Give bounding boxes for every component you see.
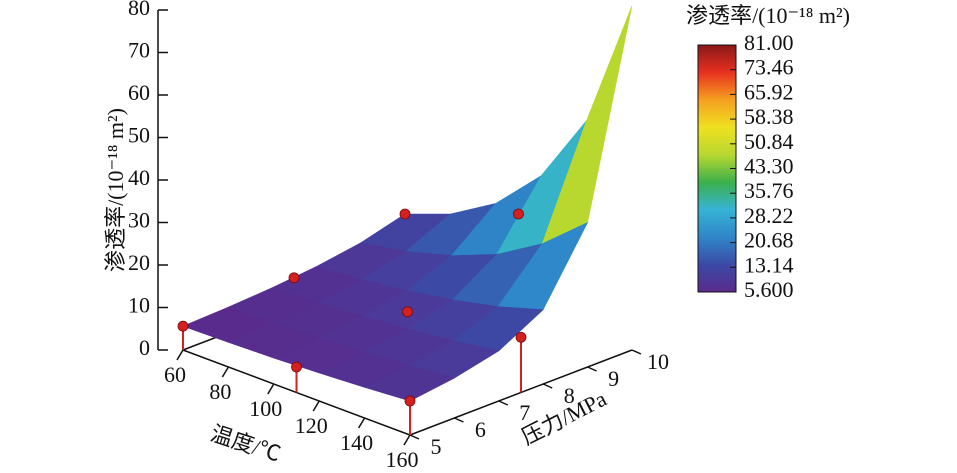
colorbar-title: 渗透率/(10⁻¹⁸ m²) (686, 3, 850, 28)
colorbar-tick-label: 5.600 (744, 277, 794, 302)
colorbar-tick-label: 28.22 (744, 203, 794, 228)
data-point (515, 331, 527, 343)
y-tick (631, 349, 642, 355)
z-tick-label: 0 (139, 335, 150, 360)
z-tick-label: 20 (128, 250, 150, 275)
z-axis-title: 渗透率/(10⁻¹⁸ m²) (103, 108, 128, 272)
data-point (288, 272, 300, 284)
data-point (177, 320, 189, 332)
data-point (404, 395, 416, 407)
x-tick (221, 366, 230, 378)
colorbar-tick-label: 20.68 (744, 228, 794, 253)
z-tick-label: 50 (128, 123, 150, 148)
y-tick (409, 434, 420, 440)
colorbar-tick-label: 43.30 (744, 154, 794, 179)
z-tick-label: 60 (128, 80, 150, 105)
y-tick (454, 417, 464, 423)
z-tick-label: 40 (128, 165, 150, 190)
colorbar-tick-label: 35.76 (744, 178, 794, 203)
y-tick-label: 5 (431, 434, 442, 459)
y-tick-label: 10 (647, 349, 669, 374)
y-tick-label: 7 (519, 400, 530, 425)
data-point (399, 208, 411, 220)
x-tick-label: 60 (164, 362, 186, 387)
colorbar-tick-label: 81.00 (744, 30, 794, 55)
x-tick (267, 383, 275, 395)
z-tick-label: 70 (128, 38, 150, 63)
y-tick-label: 6 (475, 417, 486, 442)
x-tick (176, 349, 184, 361)
colorbar (697, 44, 737, 293)
z-tick-label: 10 (128, 293, 150, 318)
surface-cell (541, 5, 633, 245)
colorbar-tick-label: 13.14 (744, 252, 794, 277)
data-point (402, 306, 413, 318)
x-tick (312, 400, 320, 412)
x-tick (357, 417, 366, 429)
x-tick-label: 80 (209, 379, 231, 404)
z-tick-label: 80 (128, 0, 150, 20)
surface-cell (364, 364, 455, 402)
y-tick-label: 9 (608, 366, 619, 391)
z-tick-label: 30 (128, 208, 150, 233)
colorbar-tick-label: 58.38 (744, 104, 794, 129)
y-tick (498, 400, 509, 406)
x-tick-label: 120 (295, 413, 328, 438)
x-tick (403, 434, 411, 446)
colorbar-tick-label: 73.46 (744, 55, 794, 80)
data-point (291, 361, 302, 373)
y-tick (587, 366, 597, 372)
y-tick (542, 383, 553, 389)
x-tick-label: 140 (340, 430, 373, 455)
x-tick-label: 100 (249, 396, 282, 421)
x-axis-title: 温度/℃ (208, 421, 284, 467)
data-point (513, 208, 524, 220)
x-tick-label: 160 (386, 447, 419, 472)
colorbar-tick-label: 50.84 (744, 129, 794, 154)
colorbar-tick-label: 65.92 (744, 79, 794, 104)
y-tick-label: 8 (564, 383, 575, 408)
